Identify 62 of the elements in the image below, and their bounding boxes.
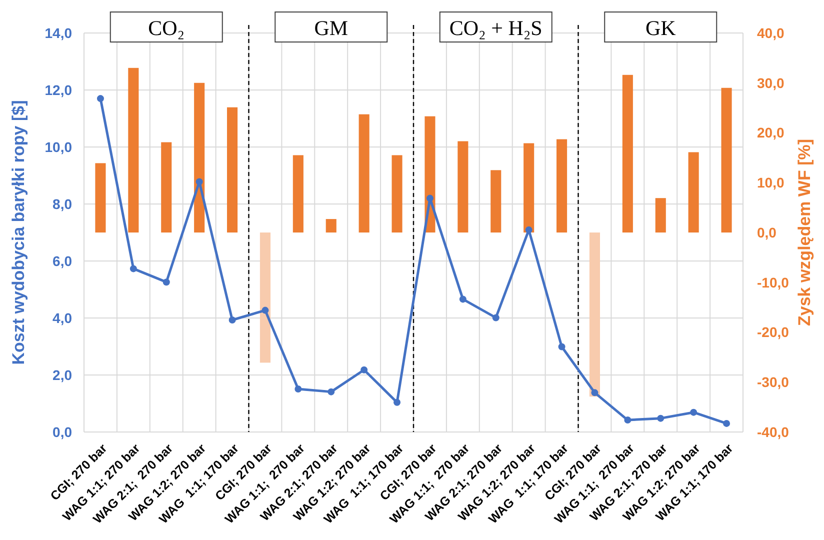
- y2-tick-label: 10,0: [757, 174, 784, 191]
- point: [360, 366, 368, 374]
- point: [426, 194, 434, 202]
- bar: [721, 88, 732, 232]
- y-tick-label: 0,0: [52, 424, 72, 440]
- bar: [556, 139, 568, 232]
- point: [591, 389, 598, 396]
- point: [624, 416, 632, 424]
- point: [723, 420, 730, 427]
- y2-tick-label: 40,0: [757, 24, 784, 41]
- point: [657, 414, 664, 422]
- y-tick-label: 8,0: [52, 196, 72, 212]
- point: [492, 314, 500, 322]
- y2-tick-label: -30,0: [757, 374, 790, 390]
- bar: [128, 68, 139, 232]
- y-tick-label: 14,0: [44, 24, 72, 41]
- point: [130, 265, 137, 272]
- bar: [194, 82, 205, 232]
- point: [262, 306, 269, 314]
- bar: [655, 198, 666, 232]
- bar: [326, 219, 336, 232]
- bar: [161, 142, 172, 232]
- bar: [622, 74, 633, 232]
- point: [690, 408, 698, 416]
- bar: [589, 232, 600, 397]
- bar: [490, 170, 502, 232]
- annotation: GK: [645, 16, 676, 40]
- y2-tick-label: -20,0: [757, 324, 790, 340]
- y2-tick-label: -40,0: [757, 424, 790, 440]
- y-tick-label: 10,0: [44, 138, 72, 155]
- point: [328, 388, 335, 396]
- bar: [688, 152, 699, 232]
- bar: [392, 155, 402, 232]
- y-tick-label: 12,0: [44, 82, 72, 98]
- y2-tick-label: -10,0: [757, 274, 790, 290]
- annotation: GM: [314, 16, 348, 40]
- bar: [227, 107, 238, 232]
- point: [394, 398, 401, 406]
- point: [228, 316, 236, 324]
- point: [459, 296, 466, 303]
- point: [558, 343, 566, 350]
- y-axis-title: Koszt wydobycia baryłki ropy [$]: [9, 100, 28, 365]
- y-tick-label: 6,0: [52, 252, 72, 269]
- point: [162, 278, 170, 286]
- bar: [458, 141, 468, 232]
- annotation: CO₂ + H₂S: [449, 16, 542, 40]
- point: [96, 95, 104, 102]
- point: [196, 178, 203, 186]
- annotation: CO₂: [148, 16, 185, 40]
- bar: [358, 114, 370, 232]
- point: [294, 385, 302, 392]
- bar: [260, 232, 270, 363]
- bar: [292, 155, 304, 232]
- y2-tick-label: 20,0: [757, 124, 784, 141]
- bar: [524, 143, 534, 232]
- y2-tick-label: 0,0: [757, 224, 777, 240]
- y-tick-label: 2,0: [52, 366, 72, 383]
- bar: [95, 163, 106, 232]
- point: [525, 226, 532, 234]
- y2-axis-title: Zysk względem WF [%]: [794, 138, 814, 326]
- y2-tick-label: 30,0: [757, 74, 784, 91]
- y-tick-label: 4,0: [52, 310, 72, 326]
